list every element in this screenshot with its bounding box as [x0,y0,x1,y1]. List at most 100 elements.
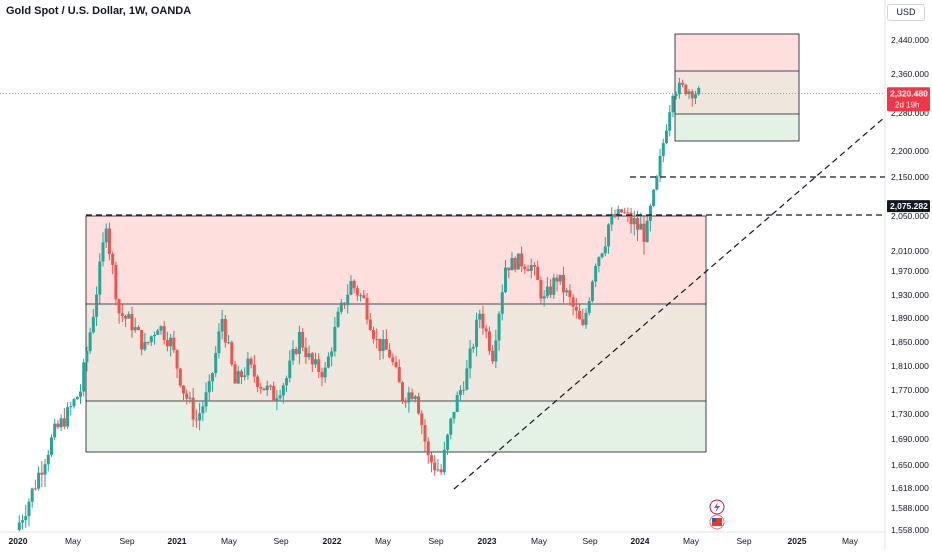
candle-body [233,364,237,384]
upper-box-border [674,33,800,142]
candle-body [136,327,140,331]
candle-body [616,209,620,216]
candle-body [133,327,137,331]
candle-body [652,189,656,206]
candle-body [681,82,685,85]
y-axis: 2,440.000 2,360.000 2,280.000 2,200.000 2,15… [891,35,929,535]
y-tick-label: 1,690.000 [891,434,929,444]
currency-selector[interactable]: USD [887,4,925,21]
candles [17,77,701,532]
candle-body [201,406,205,414]
candle-body [262,388,266,391]
candle-body [587,301,591,313]
candle-body [655,176,659,190]
candle-body [407,392,411,403]
candle-body [78,391,82,397]
y-tick-label: 1,618.000 [891,483,929,493]
candle-body [516,253,520,270]
candle-body [426,441,430,456]
candle-body [243,375,247,377]
candle-body [394,362,398,367]
candle-body [433,462,437,471]
candle-body [307,353,311,358]
candle-body [223,319,227,343]
candle-body [178,368,182,386]
candle-body [294,348,298,354]
candle-body [227,342,231,344]
candle-body [114,264,118,300]
candle-body [404,400,408,403]
candle-body [285,378,289,386]
candle-body [24,516,28,521]
candle-body [175,350,179,369]
candle-body [500,292,504,314]
candle-body [384,339,388,350]
candle-body [204,392,208,407]
candle-body [687,91,691,95]
y-tick-label: 1,730.000 [891,409,929,419]
candle-body [339,302,343,312]
candle-body [259,386,263,389]
candle-body [684,84,688,95]
candle-body [594,265,598,282]
candle-body [191,397,195,420]
candle-body [297,331,301,354]
candle-body [210,373,214,382]
event-markers [709,499,725,530]
candle-body [568,290,572,298]
candle-body [301,331,305,348]
candle-body [230,342,234,365]
candle-body [130,314,134,331]
level-label-bg [887,200,930,213]
x-tick-label: 2020 [9,536,28,546]
candle-body [111,254,115,265]
lightning-icon-glyph [714,502,720,513]
candle-body [85,351,89,363]
candle-body [529,265,533,271]
candle-body [697,88,701,95]
x-tick-label: Sep [582,536,597,546]
y-tick-label: 2,010.000 [891,246,929,256]
candle-body [661,143,665,157]
x-tick-label: Sep [119,536,134,546]
candle-body [278,395,282,399]
candle-body [304,347,308,358]
candle-body [49,437,53,455]
y-tick-label: 1,588.000 [891,503,929,513]
upper-zone-discount [675,114,799,141]
x-tick-label: Sep [273,536,288,546]
candle-body [95,294,99,317]
candle-body [310,353,314,365]
candle-body [159,326,163,331]
candle-body [333,326,337,352]
candle-body [619,209,623,213]
candle-body [626,212,630,214]
candle-body [458,390,462,395]
x-tick-label: May [65,536,82,546]
candle-body [410,392,414,399]
candle-body [140,330,144,350]
candle-body [320,371,324,378]
range-zone-equilibrium [86,304,706,401]
candle-body [693,94,697,99]
candle-body [101,242,105,262]
candle-body [452,411,456,419]
candle-body [288,360,292,379]
range-zone-premium [86,216,706,304]
candle-body [352,280,356,289]
y-tick-label: 1,970.000 [891,266,929,276]
candle-body [249,358,253,365]
x-tick-label: May [842,536,859,546]
candle-body [571,297,575,307]
x-tick-label: Sep [736,536,751,546]
candle-body [120,313,124,316]
candle-body [555,277,559,282]
candle-body [343,302,347,306]
candle-body [468,348,472,369]
y-tick-label: 1,930.000 [891,290,929,300]
candle-body [46,454,50,465]
candle-body [520,253,524,267]
candle-body [194,419,198,421]
